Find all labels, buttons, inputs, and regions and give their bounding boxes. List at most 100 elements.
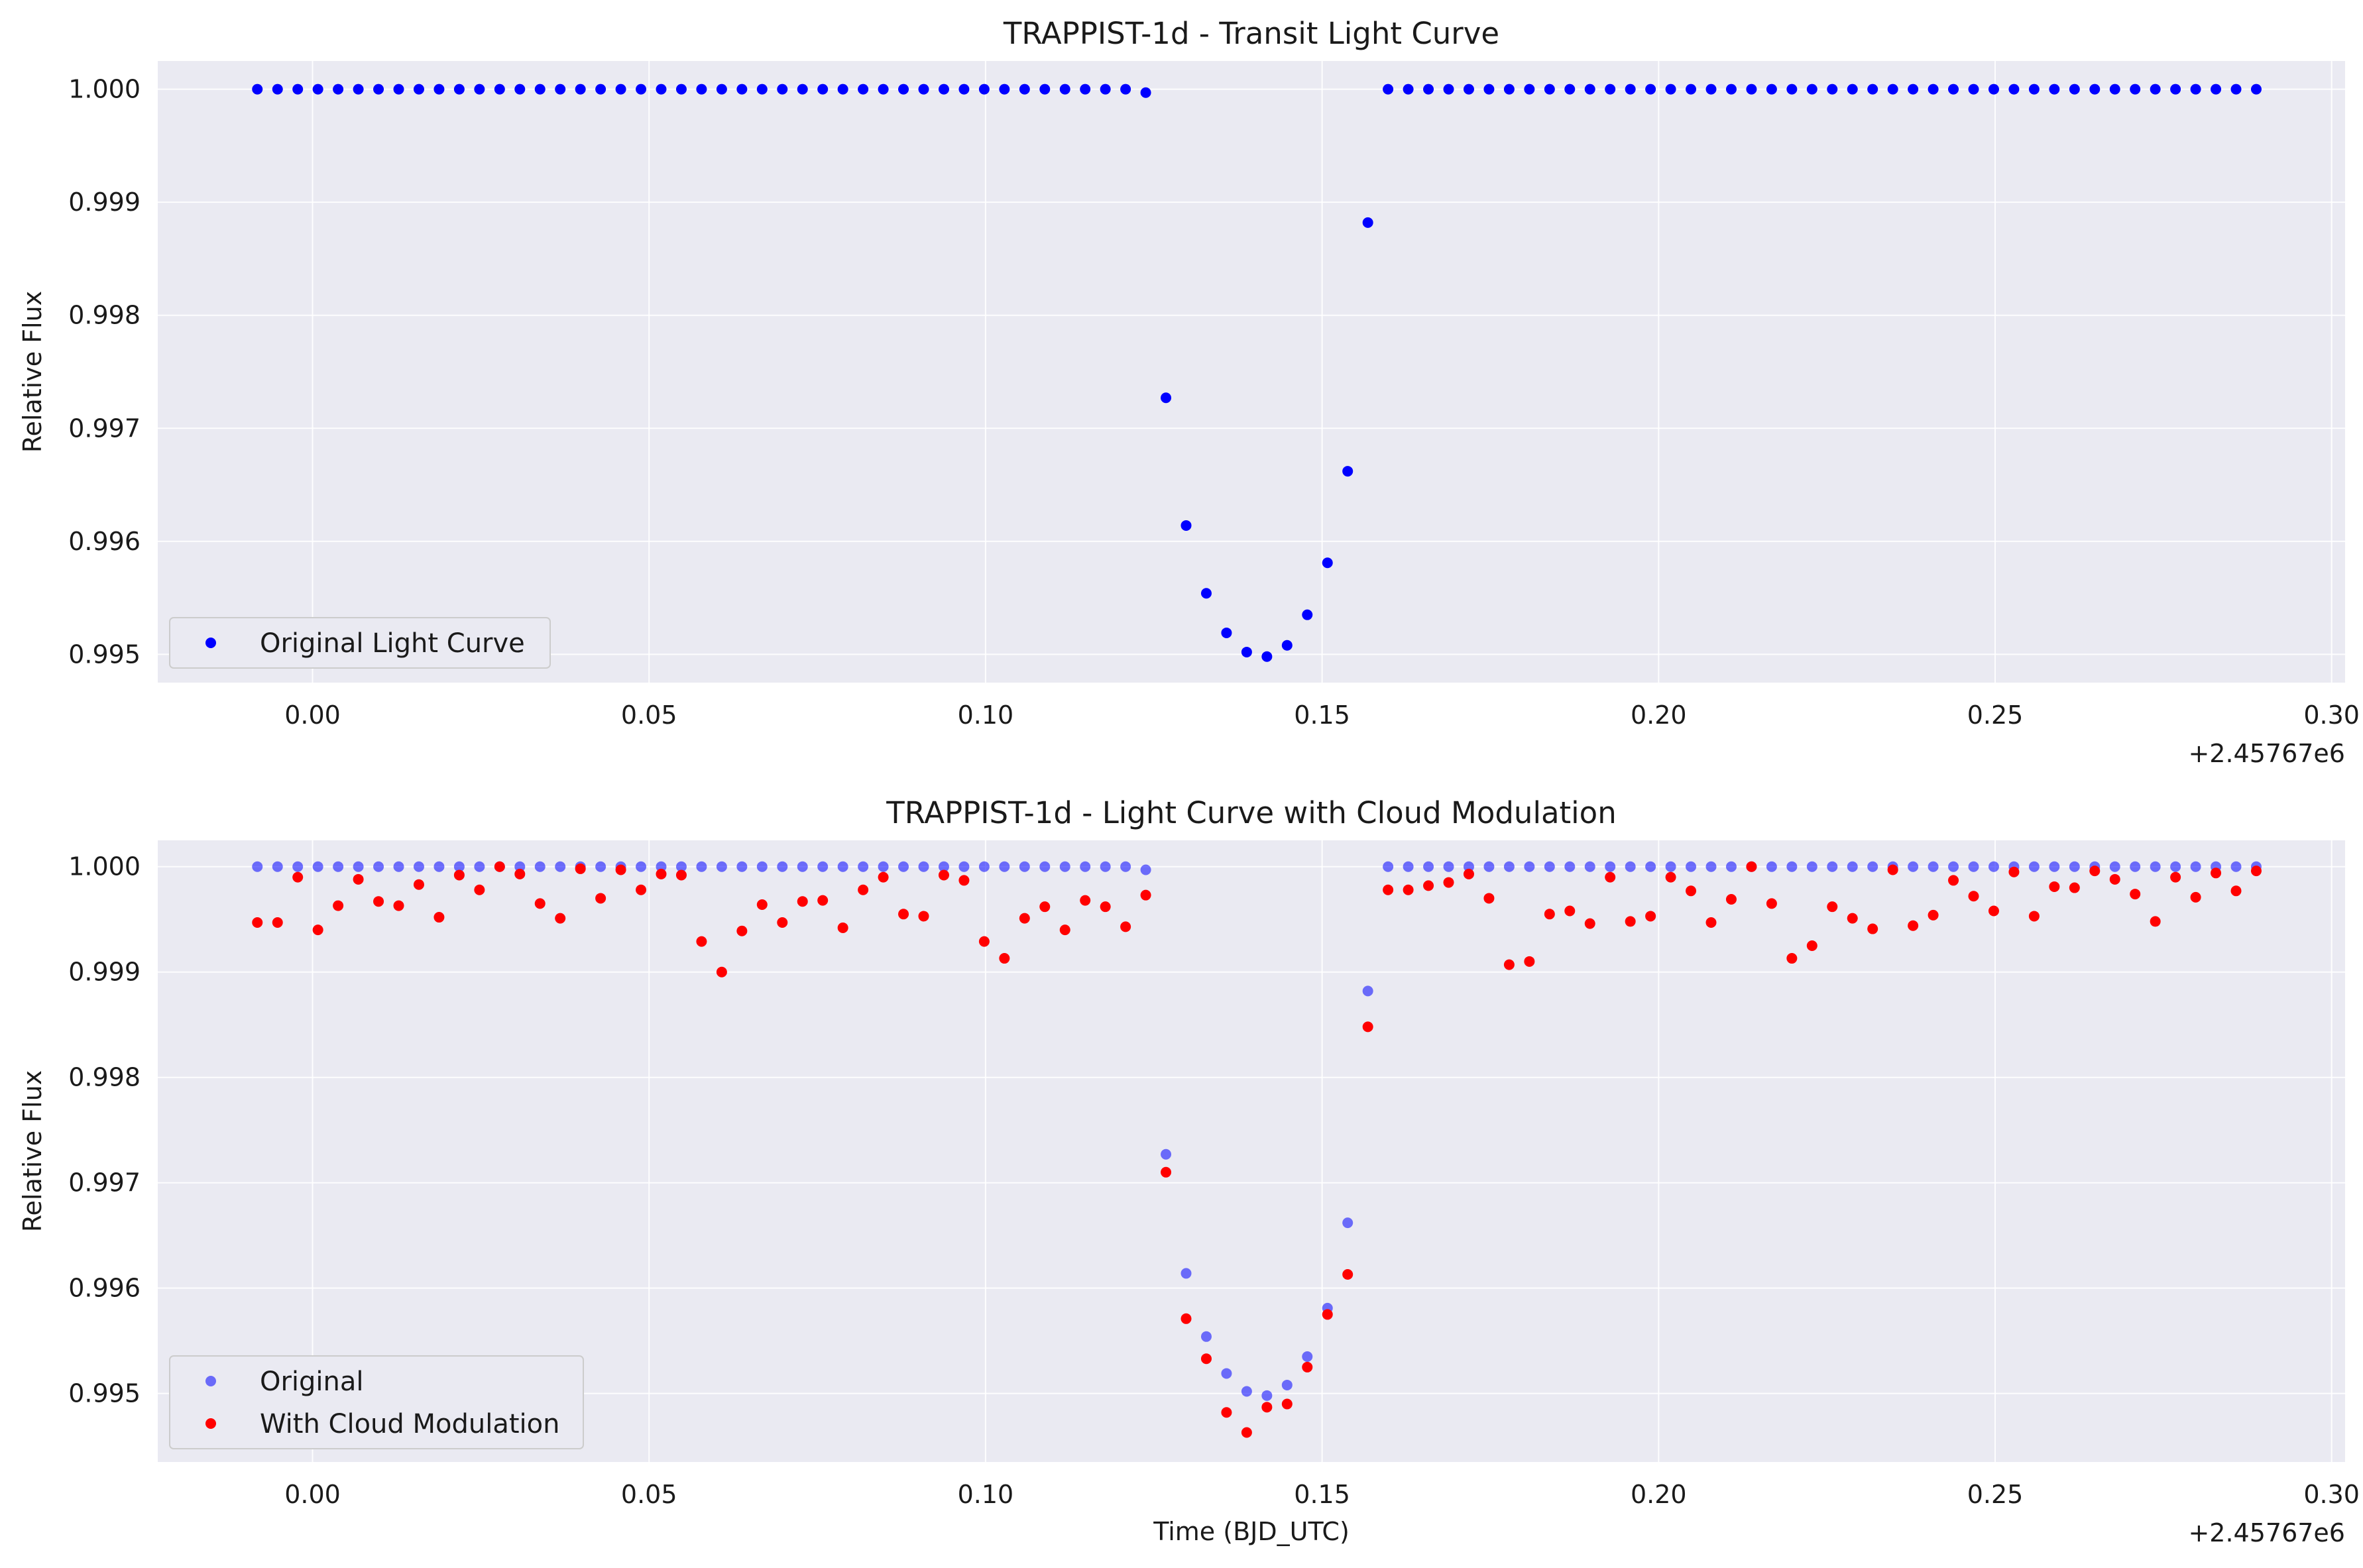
data-point-original-light-curve	[1766, 84, 1777, 95]
data-point-original-light-curve	[2069, 84, 2080, 95]
data-point-with-cloud-modulation	[453, 869, 465, 881]
data-point-original	[1100, 861, 1111, 872]
data-point-original	[1847, 861, 1858, 872]
data-point-with-cloud-modulation	[656, 868, 667, 879]
data-point-with-cloud-modulation	[1161, 1166, 1172, 1178]
data-point-with-cloud-modulation	[1665, 871, 1676, 883]
data-point-with-cloud-modulation	[1948, 875, 1959, 886]
data-point-original-light-curve	[2008, 84, 2020, 95]
data-point-original-light-curve	[292, 84, 304, 95]
data-point-original	[1645, 861, 1656, 872]
data-point-original	[2028, 861, 2040, 872]
data-point-original	[999, 861, 1010, 872]
data-point-original-light-curve	[1281, 640, 1293, 651]
data-point-with-cloud-modulation	[2211, 868, 2222, 879]
data-point-original-light-curve	[1140, 87, 1151, 98]
scatter-points-transit	[252, 84, 2262, 662]
data-point-with-cloud-modulation	[938, 869, 949, 881]
data-point-original-light-curve	[1928, 84, 1939, 95]
data-point-original-light-curve	[2211, 84, 2222, 95]
x-tick-label: 0.30	[2303, 1480, 2360, 1509]
data-point-with-cloud-modulation	[1302, 1361, 1313, 1372]
data-point-original	[1806, 861, 1817, 872]
data-point-original-light-curve	[1322, 557, 1333, 569]
legend-label-original-light-curve: Original Light Curve	[260, 628, 525, 659]
data-point-original	[393, 861, 404, 872]
data-point-with-cloud-modulation	[2170, 871, 2181, 883]
data-point-original-light-curve	[1302, 609, 1313, 620]
data-point-original-light-curve	[2130, 84, 2141, 95]
ticks-cloud: 0.00 0.05 0.10 0.15 0.20 0.25 0.30 0.995 0.996 0.…	[68, 852, 2360, 1509]
data-point-with-cloud-modulation	[575, 863, 586, 874]
data-point-original	[1443, 861, 1454, 872]
data-point-original-light-curve	[373, 84, 384, 95]
data-point-original	[1261, 1390, 1273, 1401]
data-point-with-cloud-modulation	[1059, 924, 1070, 936]
data-point-original	[756, 861, 768, 872]
data-point-with-cloud-modulation	[1140, 889, 1151, 901]
chart-title-cloud: TRAPPIST-1d - Light Curve with Cloud Mod…	[886, 795, 1616, 830]
data-point-original	[1483, 861, 1495, 872]
data-point-original	[1200, 1331, 1212, 1342]
data-point-with-cloud-modulation	[1766, 898, 1777, 909]
data-point-original-light-curve	[1503, 84, 1515, 95]
data-point-original	[2049, 861, 2060, 872]
data-point-original	[353, 861, 364, 872]
data-point-with-cloud-modulation	[1524, 956, 1535, 967]
data-point-original-light-curve	[1059, 84, 1070, 95]
data-point-with-cloud-modulation	[494, 861, 505, 872]
data-point-original-light-curve	[393, 84, 404, 95]
data-point-original-light-curve	[656, 84, 667, 95]
data-point-with-cloud-modulation	[1342, 1269, 1354, 1280]
data-point-original-light-curve	[1968, 84, 1979, 95]
data-point-original	[817, 861, 829, 872]
y-tick-label: 1.000	[68, 852, 141, 881]
data-point-original	[2230, 861, 2242, 872]
data-point-original-light-curve	[2230, 84, 2242, 95]
data-point-original-light-curve	[1443, 84, 1454, 95]
data-point-original	[1019, 861, 1030, 872]
x-tick-label: 0.20	[1631, 1480, 1687, 1509]
data-point-with-cloud-modulation	[1241, 1427, 1252, 1438]
data-point-with-cloud-modulation	[978, 936, 990, 947]
data-point-original-light-curve	[413, 84, 424, 95]
data-point-with-cloud-modulation	[413, 879, 424, 890]
data-point-original-light-curve	[756, 84, 768, 95]
data-point-original-light-curve	[1161, 392, 1172, 404]
data-point-original-light-curve	[938, 84, 949, 95]
data-point-with-cloud-modulation	[2190, 891, 2201, 903]
ticks-transit: 0.00 0.05 0.10 0.15 0.20 0.25 0.30 0.995 0.996 0.…	[68, 75, 2360, 730]
y-tick-label: 0.997	[68, 1168, 141, 1198]
legend-marker-original-light-curve	[205, 638, 216, 648]
data-point-with-cloud-modulation	[2069, 882, 2080, 893]
data-point-original-light-curve	[1241, 646, 1252, 657]
data-point-original	[1221, 1368, 1232, 1379]
data-point-with-cloud-modulation	[474, 884, 485, 895]
data-point-with-cloud-modulation	[514, 868, 526, 879]
data-point-original-light-curve	[2150, 84, 2161, 95]
data-point-with-cloud-modulation	[1261, 1402, 1273, 1413]
data-point-original-light-curve	[716, 84, 727, 95]
data-point-original-light-curve	[1827, 84, 1838, 95]
data-point-original	[272, 861, 283, 872]
data-point-with-cloud-modulation	[555, 913, 566, 924]
legend-marker-original	[205, 1376, 216, 1386]
data-point-original	[333, 861, 344, 872]
data-point-original-light-curve	[1039, 84, 1051, 95]
x-tick-label: 0.05	[621, 700, 677, 730]
data-point-original-light-curve	[1544, 84, 1555, 95]
data-point-original-light-curve	[2049, 84, 2060, 95]
data-point-original	[797, 861, 808, 872]
data-point-original	[413, 861, 424, 872]
data-point-original	[2069, 861, 2080, 872]
data-point-original	[1766, 861, 1777, 872]
data-point-original-light-curve	[978, 84, 990, 95]
data-point-original	[2190, 861, 2201, 872]
data-point-original-light-curve	[1483, 84, 1495, 95]
data-point-original	[958, 861, 970, 872]
data-point-original	[2130, 861, 2141, 872]
legend-cloud: Original With Cloud Modulation	[169, 1355, 584, 1449]
data-point-original-light-curve	[1725, 84, 1737, 95]
data-point-original-light-curve	[595, 84, 606, 95]
data-point-original	[1059, 861, 1070, 872]
